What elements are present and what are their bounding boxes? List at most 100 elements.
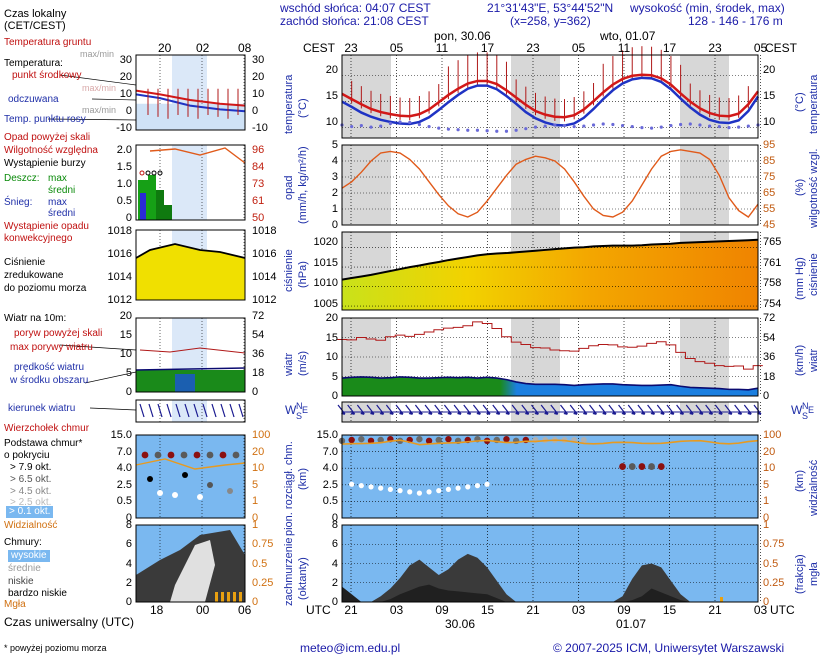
wind-dir-arrow (424, 404, 433, 415)
tick-right-cloud-3: 0.25 (763, 576, 785, 589)
wind-dir-arrow (531, 404, 539, 415)
legend-pressure-line (135, 243, 246, 259)
pressure-unit-right: (mm Hg) (794, 257, 806, 300)
tick-left-base-5: 0 (331, 512, 338, 524)
wind-dir-arrow (598, 404, 607, 415)
wind-dir-arrow (366, 404, 375, 415)
wind-label-right: wiatr (808, 348, 820, 372)
legend-tick-left-cloud-3: 2 (125, 576, 132, 589)
wind-dir-arrowhead (640, 411, 645, 415)
elevation-title: wysokość (min, środek, max) (630, 1, 785, 15)
wind-dir-arrow (443, 404, 452, 415)
wind-dir-arrowhead (418, 411, 423, 415)
cloud-top-dot (358, 435, 365, 443)
legend-tick-left-wind-3: 5 (125, 367, 132, 379)
wind-dir-arrow (734, 404, 743, 415)
legend-top-tick-02: 02 (196, 41, 210, 55)
legend-tick-left-base-4: 0.5 (116, 495, 132, 508)
wind-dir-arrow (356, 404, 365, 415)
dew-point-dot (446, 127, 451, 131)
cloud-top-dot (503, 435, 510, 443)
wind-dir-arrowhead (379, 411, 384, 415)
wind-dir-arrowhead (660, 411, 665, 415)
cloud-top-dot (416, 435, 423, 443)
cloud-base-dot (426, 489, 432, 495)
legend-storm-mark (139, 170, 145, 176)
local-tz-right: CEST (765, 41, 798, 55)
sunrise-text: wschód słońca: 04:07 CEST (280, 1, 431, 15)
tick-right-wind-3: 18 (763, 370, 776, 383)
legend-tick-right-base-2: 10 (252, 462, 265, 475)
wind-dir-arrow (463, 404, 472, 415)
footnote: * powyżej poziomu morza (4, 643, 107, 653)
cloudbase-label-right: widzialność (808, 459, 820, 516)
wind-dir-arrow (705, 404, 714, 415)
panel-pres-frame (341, 231, 759, 311)
dew-point-dot (727, 126, 731, 130)
dew-point-dot (359, 123, 363, 128)
legend-pressure-area (136, 244, 245, 300)
wind-line (341, 376, 759, 391)
tick-right-cloud-0: 1 (763, 519, 770, 531)
cloud-top-dot (445, 435, 452, 443)
legend-clouds-low: niskie (8, 576, 34, 587)
wind-dir-arrow (414, 404, 423, 415)
wind-dir-arrow (569, 404, 578, 415)
wind-dir-arrowhead (553, 411, 558, 415)
wind-dir-arrowhead (534, 411, 539, 415)
wind-dir-arrow (385, 404, 394, 415)
legend-panel-temp-frame (135, 54, 246, 131)
legend-storm: Wystąpienie burzy (4, 158, 86, 169)
cloud-base-dot (387, 486, 393, 492)
legend-top-dot (206, 451, 214, 459)
bottom-tick-15: 15 (662, 603, 677, 617)
tick-left-precip-1: 4 (331, 155, 338, 167)
top-tick-23: 23 (708, 41, 722, 55)
legend-humidity-line (149, 147, 246, 164)
dir-right-w: W (791, 403, 803, 417)
legend-dew-fill (136, 103, 245, 130)
legend-local-time: Czas lokalny (4, 8, 67, 20)
legend-leader-2 (47, 118, 137, 121)
bottom-tick-03: 03 (389, 603, 404, 617)
dew-point-dot (746, 124, 750, 128)
dew-point-dot (533, 125, 538, 129)
top-tick-17: 17 (480, 41, 495, 55)
wind-dir-arrowhead (389, 411, 394, 415)
legend-panel-pres-frame (135, 229, 246, 301)
temp-label-right: temperatura (808, 74, 820, 134)
legend-tick-left-wind-1: 15 (119, 329, 132, 341)
legend-gust-above: poryw powyżej skali (14, 328, 103, 339)
legend-clouds-very-low: bardzo niskie (8, 588, 67, 599)
wind-dir-arrowhead (447, 411, 452, 415)
night-band-precip-1 (511, 145, 560, 225)
grid-text: (x=258, y=362) (510, 14, 591, 28)
wind-dir-arrow (472, 404, 481, 415)
wind-dir-arrow (589, 404, 598, 415)
wind-dir-arrow (521, 404, 530, 415)
wind-unit-left: (m/s) (297, 350, 309, 376)
cloud-base-dot (436, 488, 442, 494)
legend-panel-precip-frame (135, 144, 246, 221)
night-band-temp-0 (342, 55, 391, 138)
wind-dir-arrowhead (399, 411, 404, 415)
dew-point-dot (582, 124, 586, 128)
top-tick-05: 05 (753, 41, 768, 55)
cloud-base-dot-dark (657, 463, 665, 470)
tick-left-wind-1: 15 (325, 331, 338, 344)
pressure-label-right: ciśnienie (808, 253, 820, 296)
top-tick-05: 05 (389, 41, 404, 55)
legend-dir-arrow (193, 403, 199, 418)
wind-dir-arrow (743, 404, 752, 415)
cloud-top-dot (580, 436, 587, 443)
legend-clouds-mid: średnie (8, 563, 41, 574)
tick-right-pres-0: 765 (763, 236, 782, 248)
legend-dir-arrow (139, 403, 145, 418)
tick-left-temp-2: 10 (325, 116, 338, 128)
legend-bottom-tick-06: 06 (238, 603, 252, 617)
legend-okt79: > 7.9 okt. (10, 462, 52, 473)
footer-email[interactable]: meteo@icm.edu.pl (300, 641, 401, 655)
legend-wind-speed2: w środku obszaru (10, 375, 89, 386)
legend-tick-left-wind-2: 10 (119, 348, 132, 360)
legend-pressure: Ciśnienie (4, 257, 46, 268)
